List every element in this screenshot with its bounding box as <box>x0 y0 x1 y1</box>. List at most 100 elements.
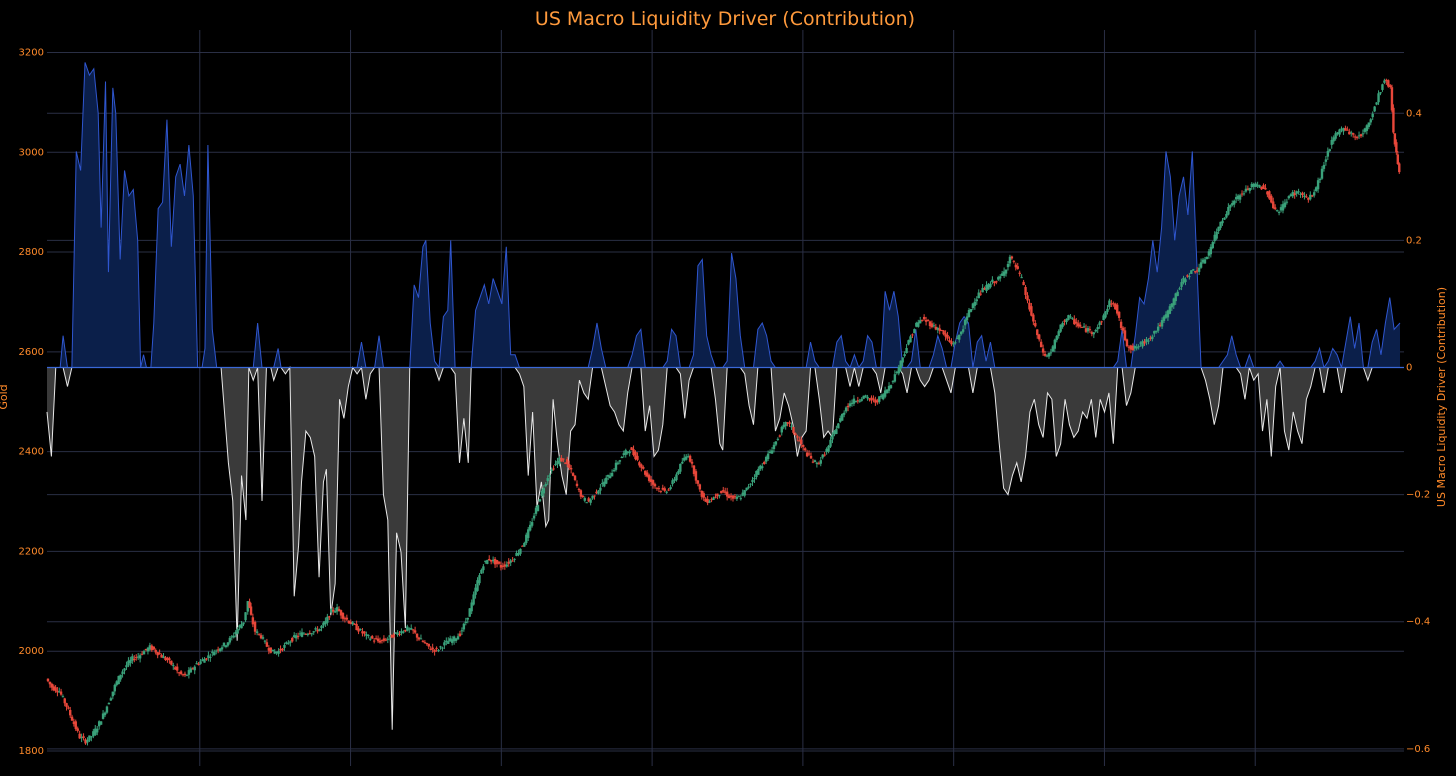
gold-candle <box>858 398 861 403</box>
candle-body <box>511 560 514 562</box>
candle-body <box>1178 288 1181 290</box>
gold-candle <box>1112 301 1115 307</box>
gold-candle <box>1264 184 1267 190</box>
gold-candle <box>540 488 544 499</box>
candle-body <box>1266 191 1269 195</box>
candle-body <box>671 480 674 485</box>
gold-candle <box>513 558 516 563</box>
gold-candle <box>548 473 551 480</box>
gold-candle <box>562 458 565 463</box>
gold-candle <box>661 484 664 491</box>
candle-body <box>275 651 278 654</box>
gold-candle <box>497 561 501 565</box>
gold-candle <box>175 663 179 674</box>
gold-candle <box>1098 320 1101 329</box>
gold-candle <box>763 460 766 465</box>
candle-body <box>587 498 590 502</box>
gold-candle <box>121 669 124 678</box>
gold-candle <box>1289 193 1292 197</box>
candle-body <box>1080 326 1084 328</box>
gold-candle <box>209 653 212 662</box>
candle-body <box>681 461 684 464</box>
gold-candle <box>445 637 448 646</box>
gold-candle <box>922 314 926 321</box>
candle-body <box>632 449 635 455</box>
candle-body <box>597 490 600 494</box>
candle-body <box>1106 308 1109 312</box>
candle-body <box>1164 314 1168 318</box>
candle-body <box>542 488 546 494</box>
gold-candle <box>96 725 99 736</box>
candle-body <box>267 648 271 651</box>
candle-body <box>226 642 230 646</box>
gold-candle <box>1240 190 1244 197</box>
gold-candle <box>136 652 140 660</box>
candle-body <box>111 691 115 697</box>
gold-candle <box>478 573 481 586</box>
gold-candle <box>887 382 891 394</box>
gold-candle <box>1279 204 1283 213</box>
candle-body <box>1215 231 1218 239</box>
gold-candle <box>343 616 347 623</box>
gold-candle <box>495 559 499 568</box>
gold-candle <box>1209 244 1213 258</box>
gold-candle <box>1342 127 1345 135</box>
candle-body <box>234 631 237 634</box>
candle-body <box>1314 187 1318 191</box>
candle-body <box>1209 246 1213 255</box>
gold-candle <box>677 469 680 476</box>
candle-body <box>763 462 766 464</box>
candle-body <box>386 638 390 640</box>
gold-candle <box>823 452 826 457</box>
candle-body <box>653 484 657 487</box>
gold-candle <box>1172 297 1175 309</box>
candle-body <box>706 499 709 504</box>
candle-body <box>874 399 877 403</box>
candle-body <box>374 638 378 640</box>
candle-body <box>1071 317 1074 319</box>
gold-candle <box>511 557 514 562</box>
gold-candle <box>183 671 187 678</box>
candle-body <box>1067 315 1070 320</box>
candle-body <box>123 668 126 671</box>
candle-body <box>328 616 331 618</box>
candle-body <box>419 638 423 640</box>
candle-body <box>534 507 538 514</box>
candle-body <box>466 617 469 620</box>
candle-body <box>891 381 895 383</box>
gold-candle <box>606 474 610 481</box>
candle-body <box>355 623 358 631</box>
candle-body <box>1213 234 1216 242</box>
gold-candle <box>1016 262 1019 270</box>
candle-body <box>616 462 620 464</box>
candle-body <box>573 475 577 481</box>
gold-candle <box>599 483 602 495</box>
candle-body <box>1195 270 1199 272</box>
candle-body <box>998 276 1002 279</box>
gold-candle <box>735 494 739 501</box>
candle-body <box>928 321 932 327</box>
gold-candle <box>306 632 310 637</box>
candle-body <box>162 656 165 659</box>
candle-body <box>1176 291 1179 296</box>
gold-candle <box>172 662 175 670</box>
candle-body <box>489 559 493 562</box>
candle-body <box>306 633 310 635</box>
candle-body <box>540 490 544 497</box>
gold-candle <box>739 494 743 501</box>
candle-body <box>222 642 226 646</box>
candle-body <box>690 461 694 464</box>
candle-body <box>1371 113 1374 118</box>
candle-body <box>1192 269 1195 271</box>
candle-body <box>283 644 286 648</box>
positive-area-fill <box>47 62 1400 368</box>
candle-body <box>302 633 306 635</box>
candle-body <box>1328 149 1331 151</box>
candle-body <box>975 299 978 302</box>
candle-body <box>694 471 698 481</box>
candle-body <box>1032 314 1035 322</box>
candle-body <box>450 639 454 643</box>
candle-body <box>154 649 157 653</box>
candle-body <box>1299 193 1302 195</box>
gold-candle <box>905 344 908 354</box>
